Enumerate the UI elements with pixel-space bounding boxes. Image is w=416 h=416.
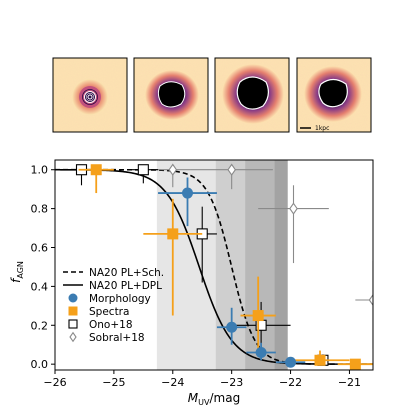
x-tick-label: −23 xyxy=(220,376,243,389)
legend-swatch-ono-18 xyxy=(68,319,78,329)
sobral-18-point xyxy=(368,293,373,307)
spectra-point xyxy=(252,310,264,322)
x-tick-label: −24 xyxy=(161,376,184,389)
legend-swatch-morphology xyxy=(68,293,78,303)
scale-bar-label: 1kpc xyxy=(315,125,329,132)
x-axis-title: MUV/mag xyxy=(188,391,240,407)
x-axis: −26 −25 −24 −23 −22 −21 xyxy=(43,370,361,389)
thumbnail-2 xyxy=(133,57,209,133)
morphology-point xyxy=(285,356,297,368)
morphology-point xyxy=(255,347,267,358)
y-tick-label: 1.0 xyxy=(31,164,49,177)
x-tick-label: −21 xyxy=(338,376,361,389)
legend-swatch-sobral-18 xyxy=(69,331,77,343)
ono-18-point xyxy=(137,164,149,176)
legend-label-sobral-18: Sobral+18 xyxy=(89,332,145,344)
thumbnail-strip: 1kpc xyxy=(52,57,372,133)
legend-label-na20-pl-sch-: NA20 PL+Sch. xyxy=(89,267,164,279)
spectra-point xyxy=(167,228,179,240)
legend-label-morphology: Morphology xyxy=(89,293,151,305)
legend: NA20 PL+Sch.NA20 PL+DPLMorphologySpectra… xyxy=(63,267,164,344)
y-tick-label: 0.4 xyxy=(31,280,49,293)
sobral-18-point xyxy=(168,163,178,176)
x-tick-label: −26 xyxy=(43,376,66,389)
y-axis: 0.0 0.2 0.4 0.6 0.8 1.0 xyxy=(31,164,55,371)
legend-label-ono-18: Ono+18 xyxy=(89,319,133,331)
y-axis-title: fAGN xyxy=(9,261,25,283)
x-tick-label: −25 xyxy=(102,376,125,389)
legend-label-na20-pl-dpl: NA20 PL+DPL xyxy=(89,280,162,292)
y-tick-label: 0.2 xyxy=(31,319,49,332)
shaded-band-4 xyxy=(274,160,288,370)
thumbnail-3 xyxy=(214,57,290,133)
morphology-point xyxy=(226,321,238,333)
sobral-18-point xyxy=(227,163,236,176)
spectra-point xyxy=(314,354,326,366)
thumbnail-4: 1kpc xyxy=(296,57,372,133)
y-tick-label: 0.8 xyxy=(31,203,49,216)
thumbnail-1 xyxy=(52,57,128,133)
spectra-point xyxy=(349,358,361,370)
y-tick-label: 0.6 xyxy=(31,242,49,255)
sobral-18-point xyxy=(289,202,298,215)
morphology-point xyxy=(182,187,193,199)
plot-frame xyxy=(54,159,374,371)
legend-label-spectra: Spectra xyxy=(89,306,129,318)
legend-swatch-spectra xyxy=(68,306,78,316)
spectra-point xyxy=(90,164,102,176)
x-tick-label: −22 xyxy=(279,376,302,389)
y-tick-label: 0.0 xyxy=(31,358,49,371)
